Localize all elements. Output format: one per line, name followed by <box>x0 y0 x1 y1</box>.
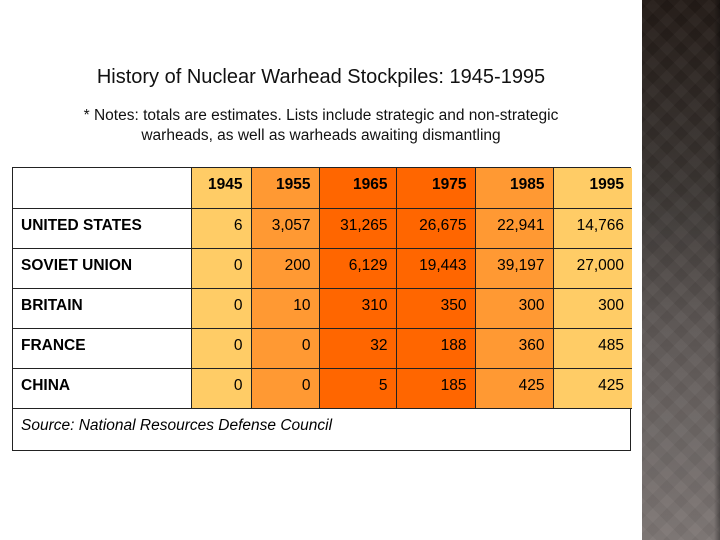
value-cell: 200 <box>250 247 320 289</box>
country-label: BRITAIN <box>13 287 192 329</box>
corner-cell <box>13 168 192 209</box>
value-cell: 6 <box>190 207 252 249</box>
table-row: UNITED STATES 6 3,057 31,265 26,675 22,9… <box>13 207 632 249</box>
decorative-side-panel <box>642 0 720 540</box>
value-cell: 0 <box>190 247 252 289</box>
value-cell: 350 <box>395 287 476 329</box>
value-cell: 300 <box>474 287 554 329</box>
value-cell: 310 <box>318 287 397 329</box>
year-header-1975: 1975 <box>395 168 476 209</box>
slide-notes: * Notes: totals are estimates. Lists inc… <box>30 106 612 146</box>
year-header-1985: 1985 <box>474 168 554 209</box>
slide-title: History of Nuclear Warhead Stockpiles: 1… <box>96 66 546 88</box>
value-cell: 3,057 <box>250 207 320 249</box>
year-header-1955: 1955 <box>250 168 320 209</box>
value-cell: 0 <box>190 327 252 369</box>
year-header-1995: 1995 <box>552 168 632 209</box>
country-label: FRANCE <box>13 327 192 369</box>
table-row: SOVIET UNION 0 200 6,129 19,443 39,197 2… <box>13 247 632 289</box>
value-cell: 0 <box>250 367 320 409</box>
value-cell: 0 <box>250 327 320 369</box>
value-cell: 0 <box>190 287 252 329</box>
notes-line-2: warheads, as well as warheads awaiting d… <box>141 127 501 144</box>
value-cell: 5 <box>318 367 397 409</box>
value-cell: 188 <box>395 327 476 369</box>
country-label: CHINA <box>13 367 192 409</box>
value-cell: 32 <box>318 327 397 369</box>
value-cell: 360 <box>474 327 554 369</box>
value-cell: 26,675 <box>395 207 476 249</box>
value-cell: 425 <box>474 367 554 409</box>
value-cell: 0 <box>190 367 252 409</box>
year-header-1945: 1945 <box>190 168 252 209</box>
value-cell: 485 <box>552 327 632 369</box>
table-row: BRITAIN 0 10 310 350 300 300 <box>13 287 632 329</box>
notes-line-1: * Notes: totals are estimates. Lists inc… <box>83 107 559 124</box>
value-cell: 185 <box>395 367 476 409</box>
value-cell: 14,766 <box>552 207 632 249</box>
value-cell: 39,197 <box>474 247 554 289</box>
table-row: FRANCE 0 0 32 188 360 485 <box>13 327 632 369</box>
source-row: Source: National Resources Defense Counc… <box>13 407 632 449</box>
country-label: SOVIET UNION <box>13 247 192 289</box>
source-note: Source: National Resources Defense Counc… <box>13 407 632 449</box>
value-cell: 19,443 <box>395 247 476 289</box>
stockpile-table: 1945 1955 1965 1975 1985 1995 UNITED STA… <box>12 167 632 451</box>
value-cell: 27,000 <box>552 247 632 289</box>
value-cell: 31,265 <box>318 207 397 249</box>
table-row: CHINA 0 0 5 185 425 425 <box>13 367 632 409</box>
value-cell: 10 <box>250 287 320 329</box>
year-header-1965: 1965 <box>318 168 397 209</box>
value-cell: 6,129 <box>318 247 397 289</box>
value-cell: 425 <box>552 367 632 409</box>
value-cell: 300 <box>552 287 632 329</box>
value-cell: 22,941 <box>474 207 554 249</box>
header-row: 1945 1955 1965 1975 1985 1995 <box>13 168 632 209</box>
country-label: UNITED STATES <box>13 207 192 249</box>
